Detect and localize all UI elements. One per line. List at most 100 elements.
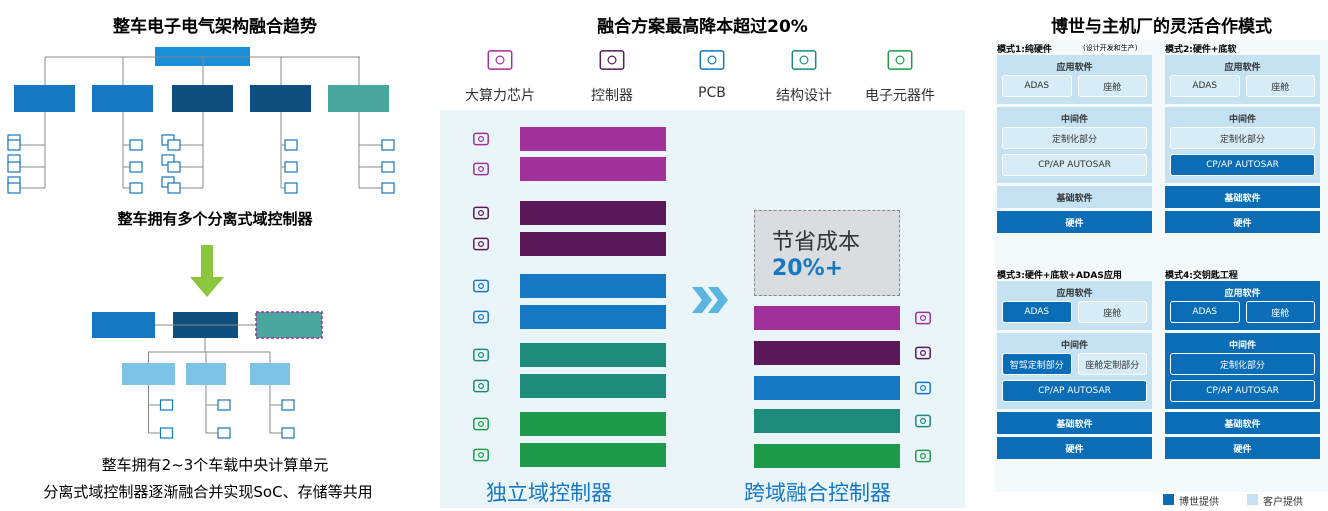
- icon: [919, 453, 926, 460]
- block: [250, 85, 311, 112]
- node: [284, 139, 298, 151]
- node: [7, 161, 21, 173]
- icon: [478, 383, 485, 390]
- icon: [887, 50, 913, 70]
- bar: [520, 201, 666, 225]
- mode-title: 模式3:硬件+底软+ADAS应用: [997, 271, 1122, 281]
- block: 定制化部分: [1170, 127, 1315, 149]
- group: [997, 211, 1152, 233]
- savings-value: 20%+: [772, 256, 844, 281]
- icon: [799, 55, 809, 65]
- bar: [520, 412, 666, 436]
- node: [167, 182, 181, 194]
- block: 智驾定制部分: [1002, 353, 1072, 375]
- block: 座舱: [1077, 75, 1147, 97]
- block: ADAS: [1170, 301, 1240, 323]
- bar: [520, 443, 666, 467]
- savings-box: [754, 210, 900, 296]
- block: ADAS: [1002, 75, 1072, 97]
- icon: [487, 50, 513, 70]
- group: [997, 186, 1152, 208]
- bar: [520, 274, 666, 298]
- bar: [520, 305, 666, 329]
- group-label: 硬件: [1065, 219, 1084, 229]
- group: [1165, 412, 1320, 434]
- block: 座舱: [1245, 301, 1315, 323]
- icon: [915, 449, 931, 463]
- node: [129, 139, 143, 151]
- block: 座舱: [1245, 75, 1315, 97]
- icon: [478, 421, 485, 428]
- group-label: 跨域融合控制器: [744, 481, 891, 505]
- group-label: 应用软件: [1056, 63, 1093, 73]
- node: [281, 399, 295, 411]
- block: [186, 363, 226, 385]
- block: CP/AP AUTOSAR: [1002, 154, 1147, 176]
- title: 博世与主机厂的灵活合作模式: [1051, 17, 1272, 37]
- node: [167, 161, 181, 173]
- bar: [754, 444, 900, 468]
- group-label: 基础软件: [1056, 420, 1093, 430]
- chevron: [708, 287, 728, 313]
- icon: [895, 55, 905, 65]
- group-label: 中间件: [1060, 115, 1088, 125]
- chevron: [692, 287, 712, 313]
- mode-note: (设计开发和生产): [1083, 44, 1138, 52]
- node: [159, 427, 174, 439]
- group: [1165, 186, 1320, 208]
- icon-label: 电子元器件: [865, 88, 935, 104]
- node: [284, 182, 298, 194]
- savings-label: 节省成本: [772, 230, 861, 255]
- icon: [478, 352, 485, 359]
- group-label: 中间件: [1060, 341, 1088, 351]
- icon: [915, 414, 931, 428]
- title: 整车电子电气架构融合趋势: [113, 17, 317, 37]
- icon: [473, 448, 489, 462]
- block: ADAS: [1170, 75, 1240, 97]
- bar: [754, 306, 900, 330]
- group-label: 硬件: [1233, 219, 1252, 229]
- arrow: [190, 277, 224, 297]
- icon: [478, 241, 485, 248]
- block: [122, 363, 175, 385]
- node: [284, 161, 298, 173]
- icon-label: 控制器: [591, 88, 633, 104]
- block: 定制化部分: [1002, 127, 1147, 149]
- icon: [919, 385, 926, 392]
- mode-title: 模式1:纯硬件: [997, 45, 1052, 55]
- icon: [919, 315, 926, 322]
- icon: [699, 50, 725, 70]
- bar: [754, 376, 900, 400]
- mode-title: 模式4:交钥匙工程: [1165, 271, 1238, 281]
- caption: 整车拥有2~3个车载中央计算单元: [101, 456, 329, 474]
- icon: [791, 50, 817, 70]
- icon: [473, 162, 489, 176]
- icon: [915, 381, 931, 395]
- icon: [599, 50, 625, 70]
- group-label: 应用软件: [1224, 63, 1261, 73]
- block: [250, 363, 290, 385]
- mode-title: 模式2:硬件+底软: [1165, 45, 1237, 55]
- group-label: 应用软件: [1224, 289, 1261, 299]
- group-label: 基础软件: [1056, 194, 1093, 204]
- icon: [473, 132, 489, 146]
- group: [1165, 437, 1320, 459]
- legend-swatch: [1247, 494, 1258, 505]
- caption: 分离式域控制器逐渐融合并实现SoC、存储等共用: [43, 483, 373, 501]
- legend-label: 博世提供: [1179, 497, 1219, 508]
- icon: [478, 210, 485, 217]
- icon: [473, 348, 489, 362]
- icon: [478, 314, 485, 321]
- group-label: 独立域控制器: [486, 481, 612, 505]
- block: CP/AP AUTOSAR: [1170, 380, 1315, 402]
- group-label: 中间件: [1228, 341, 1256, 351]
- icon: [473, 379, 489, 393]
- group-label: 基础软件: [1224, 194, 1261, 204]
- icon: [915, 346, 931, 360]
- icon: [607, 55, 617, 65]
- legend-label: 客户提供: [1263, 497, 1303, 508]
- group-label: 应用软件: [1056, 289, 1093, 299]
- icon: [478, 166, 485, 173]
- group-label: 基础软件: [1224, 420, 1261, 430]
